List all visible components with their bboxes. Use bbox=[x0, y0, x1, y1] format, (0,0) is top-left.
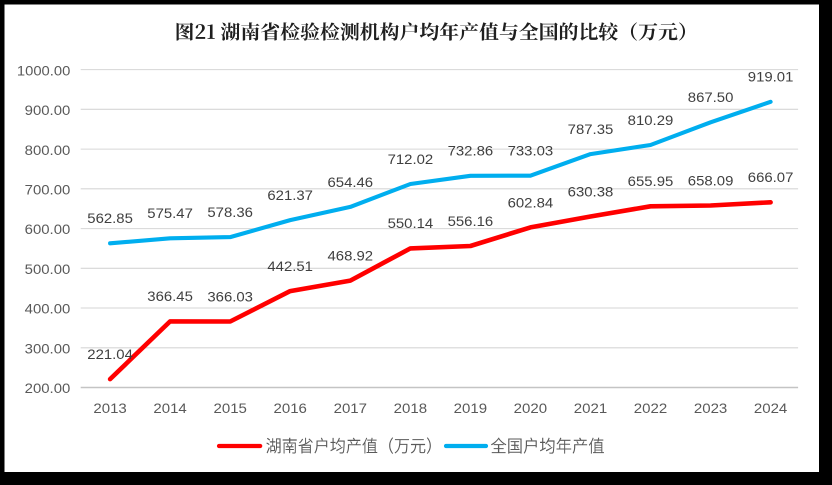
svg-text:621.37: 621.37 bbox=[267, 188, 313, 203]
svg-text:700.00: 700.00 bbox=[25, 183, 71, 198]
svg-text:200.00: 200.00 bbox=[25, 381, 71, 396]
svg-text:550.14: 550.14 bbox=[388, 216, 434, 231]
svg-text:468.92: 468.92 bbox=[328, 249, 374, 264]
svg-text:654.46: 654.46 bbox=[328, 175, 374, 190]
svg-text:300.00: 300.00 bbox=[25, 341, 71, 356]
svg-text:666.07: 666.07 bbox=[748, 170, 794, 185]
svg-text:630.38: 630.38 bbox=[568, 184, 614, 199]
svg-text:655.95: 655.95 bbox=[628, 174, 674, 189]
svg-text:2015: 2015 bbox=[214, 401, 247, 416]
svg-text:578.36: 578.36 bbox=[207, 205, 253, 220]
svg-text:2014: 2014 bbox=[153, 401, 187, 416]
svg-text:221.04: 221.04 bbox=[87, 347, 133, 362]
svg-text:562.85: 562.85 bbox=[87, 211, 133, 226]
svg-text:2024: 2024 bbox=[754, 401, 788, 416]
svg-text:500.00: 500.00 bbox=[25, 262, 71, 277]
svg-text:600.00: 600.00 bbox=[25, 222, 71, 237]
svg-text:2013: 2013 bbox=[93, 401, 126, 416]
svg-text:810.29: 810.29 bbox=[628, 113, 674, 128]
svg-text:602.84: 602.84 bbox=[508, 195, 554, 210]
svg-text:2018: 2018 bbox=[394, 401, 427, 416]
svg-text:2020: 2020 bbox=[514, 401, 547, 416]
svg-text:556.16: 556.16 bbox=[448, 214, 494, 229]
svg-text:2017: 2017 bbox=[334, 401, 367, 416]
svg-text:712.02: 712.02 bbox=[388, 152, 434, 167]
svg-text:1000.00: 1000.00 bbox=[17, 63, 70, 78]
svg-text:400.00: 400.00 bbox=[25, 302, 71, 317]
svg-text:575.47: 575.47 bbox=[147, 206, 193, 221]
svg-text:658.09: 658.09 bbox=[688, 173, 734, 188]
svg-text:800.00: 800.00 bbox=[25, 143, 71, 158]
svg-text:733.03: 733.03 bbox=[508, 144, 554, 159]
svg-text:2023: 2023 bbox=[694, 401, 727, 416]
svg-text:787.35: 787.35 bbox=[568, 122, 614, 137]
svg-text:366.03: 366.03 bbox=[207, 289, 253, 304]
svg-text:2021: 2021 bbox=[574, 401, 607, 416]
svg-text:2019: 2019 bbox=[454, 401, 487, 416]
svg-text:2022: 2022 bbox=[634, 401, 667, 416]
svg-text:919.01: 919.01 bbox=[748, 70, 794, 85]
svg-text:442.51: 442.51 bbox=[267, 259, 313, 274]
svg-text:867.50: 867.50 bbox=[688, 90, 734, 105]
svg-text:900.00: 900.00 bbox=[25, 103, 71, 118]
svg-text:366.45: 366.45 bbox=[147, 289, 193, 304]
svg-text:2016: 2016 bbox=[274, 401, 307, 416]
svg-text:732.86: 732.86 bbox=[448, 144, 494, 159]
